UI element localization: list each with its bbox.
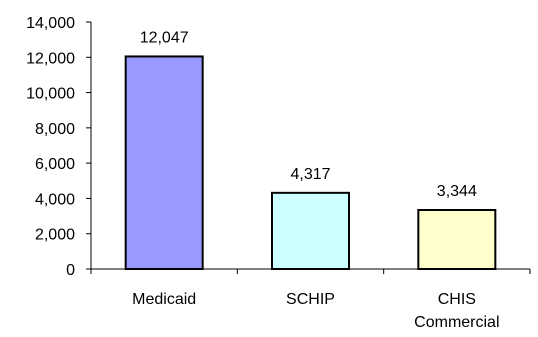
bar-medicaid: [124, 55, 204, 271]
data-label: 3,344: [437, 183, 477, 200]
bar-schip: [271, 191, 350, 270]
y-tick-label: 14,000: [26, 15, 75, 32]
y-tick-label: 8,000: [35, 121, 75, 138]
y-tick-label: 12,000: [26, 50, 75, 67]
y-tick-label: 4,000: [35, 191, 75, 208]
labels: 0 2,000 4,000 6,000 8,000 10,000 12,000 14,000 1…: [26, 15, 499, 331]
x-category-label: Commercial: [414, 314, 499, 331]
y-tick-label: 10,000: [26, 86, 75, 103]
y-tick-label: 6,000: [35, 156, 75, 173]
x-category-label: CHIS: [438, 291, 476, 308]
data-label: 4,317: [290, 166, 330, 183]
bars: [124, 55, 497, 271]
y-tick-label: 0: [66, 262, 75, 279]
bar-chis-commercial: [417, 209, 497, 271]
x-category-label: SCHIP: [286, 291, 335, 308]
y-tick-label: 2,000: [35, 227, 75, 244]
data-label: 12,047: [140, 29, 189, 46]
x-category-label: Medicaid: [132, 291, 196, 308]
